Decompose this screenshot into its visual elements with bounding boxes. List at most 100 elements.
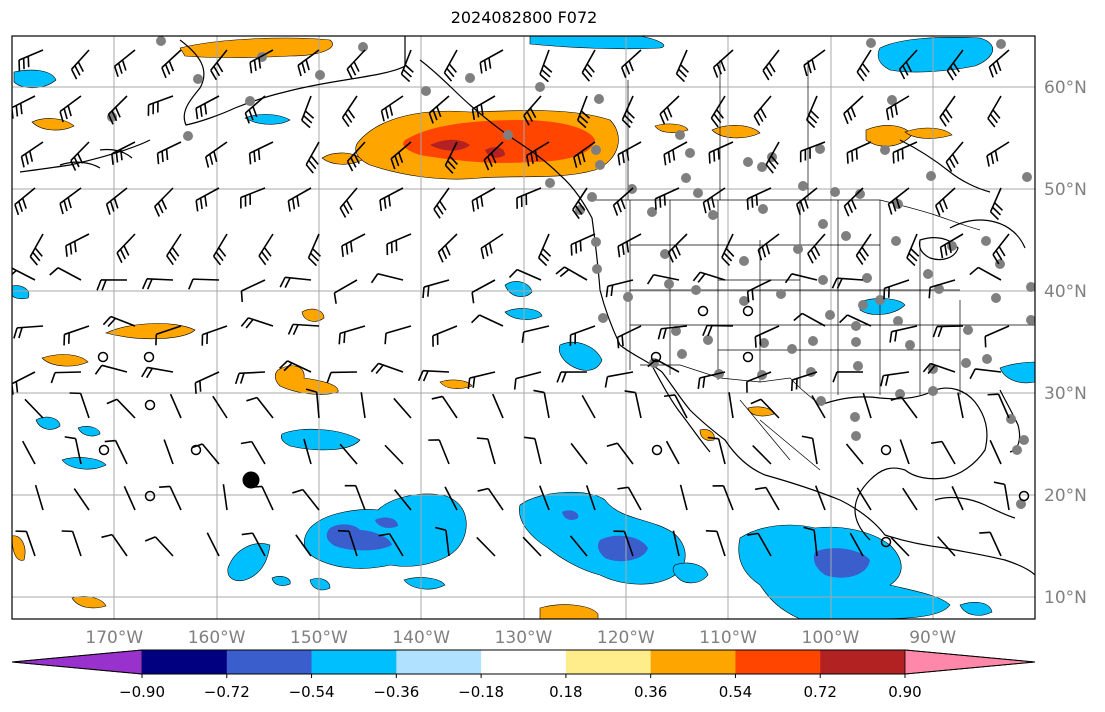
wind-barb bbox=[988, 49, 1010, 78]
wind-barb bbox=[922, 362, 956, 375]
wind-barb bbox=[992, 233, 1010, 265]
latitude-label: 50°N bbox=[1044, 180, 1087, 200]
wind-barb bbox=[144, 536, 174, 557]
wind-barb bbox=[516, 187, 542, 209]
wind-barb bbox=[513, 371, 542, 390]
wind-barb bbox=[659, 95, 680, 125]
wind-barb bbox=[14, 187, 36, 216]
wind-barb bbox=[883, 279, 910, 300]
wind-barb bbox=[576, 95, 591, 129]
longitude-label: 170°W bbox=[85, 628, 143, 648]
wind-barb bbox=[801, 435, 818, 465]
wind-barb bbox=[471, 279, 496, 304]
wind-barb bbox=[728, 392, 734, 419]
wind-barb bbox=[746, 371, 772, 393]
wind-barb bbox=[667, 233, 688, 263]
wind-barb bbox=[612, 187, 634, 216]
wind-barb bbox=[624, 390, 642, 419]
wind-barb bbox=[930, 440, 956, 465]
colorbar-segment bbox=[396, 650, 482, 674]
coastlines bbox=[19, 36, 1035, 576]
wind-barb bbox=[384, 325, 412, 345]
wind-barb bbox=[572, 187, 588, 220]
colorbar-tick-label: −0.90 bbox=[119, 683, 165, 701]
colorbar-segment bbox=[820, 650, 906, 674]
wind-barb bbox=[890, 536, 910, 557]
wind-barb bbox=[984, 325, 1010, 348]
wind-barb bbox=[156, 141, 182, 165]
wind-barb bbox=[166, 233, 182, 266]
wind-barb bbox=[647, 358, 680, 373]
wind-barb bbox=[101, 533, 128, 557]
wind-barb bbox=[747, 532, 772, 557]
wind-barb bbox=[663, 141, 688, 166]
wind-barb bbox=[295, 534, 312, 557]
wind-barb bbox=[287, 323, 320, 336]
wind-barb bbox=[346, 49, 366, 80]
wind-barb bbox=[444, 486, 458, 511]
wind-barb bbox=[339, 187, 358, 218]
wind-barb bbox=[69, 392, 90, 419]
wind-barb bbox=[665, 440, 680, 465]
wind-barb bbox=[194, 371, 220, 394]
wind-barb bbox=[620, 49, 642, 78]
wind-barb bbox=[784, 273, 818, 284]
map-frame bbox=[11, 35, 1036, 620]
wind-barb bbox=[569, 535, 588, 557]
wind-barb bbox=[987, 393, 1010, 419]
longitude-label: 130°W bbox=[495, 628, 553, 648]
wind-barb bbox=[705, 529, 726, 557]
wind-barb bbox=[417, 369, 450, 382]
wind-barb bbox=[746, 279, 772, 303]
wind-barb bbox=[793, 312, 826, 327]
colorbar-tick-label: 0.36 bbox=[634, 683, 667, 701]
wind-barb bbox=[437, 233, 458, 263]
wind-barb bbox=[390, 141, 412, 170]
wind-barb bbox=[898, 49, 918, 80]
wind-barb bbox=[206, 532, 220, 557]
wind-barb bbox=[746, 187, 772, 210]
wind-barb bbox=[856, 487, 872, 511]
wind-barb bbox=[477, 487, 504, 511]
wind-barb bbox=[50, 371, 82, 384]
wind-barb bbox=[102, 315, 136, 328]
wind-barb bbox=[240, 440, 266, 465]
latitude-label: 10°N bbox=[1044, 588, 1087, 608]
wind-barb bbox=[297, 49, 320, 77]
wind-barb bbox=[378, 532, 404, 557]
wind-barb bbox=[346, 141, 366, 172]
wind-barb bbox=[969, 368, 1002, 380]
wind-barb bbox=[476, 437, 496, 465]
wind-barb bbox=[939, 95, 956, 127]
wind-barb bbox=[248, 141, 274, 165]
wind-barb bbox=[957, 392, 964, 419]
wind-barb bbox=[344, 484, 366, 511]
wind-barb bbox=[393, 397, 412, 419]
wind-barb bbox=[467, 371, 496, 390]
wind-barb bbox=[807, 233, 826, 264]
wind-barb bbox=[573, 141, 596, 168]
wind-barb bbox=[222, 484, 228, 511]
wind-barb bbox=[470, 314, 504, 327]
colorbar-segment bbox=[565, 650, 652, 674]
calm-wind-circles bbox=[97, 305, 1030, 548]
wind-barb bbox=[702, 324, 734, 337]
colorbar-tick-label: 0.18 bbox=[549, 683, 582, 701]
longitude-label: 90°W bbox=[909, 628, 956, 648]
colorbar-tick-label: −0.36 bbox=[373, 683, 419, 701]
wind-barb bbox=[380, 95, 404, 122]
wind-barb bbox=[341, 95, 358, 128]
wind-barb bbox=[707, 436, 726, 465]
wind-barb bbox=[292, 488, 320, 511]
wind-barb bbox=[104, 439, 128, 465]
wind-barb bbox=[606, 442, 634, 465]
wind-barb bbox=[831, 277, 864, 289]
wind-barb bbox=[204, 141, 228, 168]
wind-barb bbox=[537, 233, 552, 267]
wind-barb bbox=[386, 233, 412, 256]
wind-barb bbox=[63, 325, 90, 346]
wind-barb bbox=[993, 481, 1010, 511]
tropical-system-marker bbox=[242, 471, 260, 489]
wind-barb bbox=[937, 536, 956, 557]
wind-barb bbox=[301, 95, 315, 129]
